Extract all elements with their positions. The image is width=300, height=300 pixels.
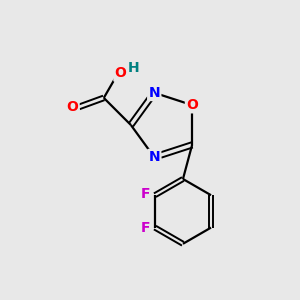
- Text: F: F: [141, 187, 150, 201]
- Text: N: N: [148, 150, 160, 164]
- Text: H: H: [128, 61, 139, 75]
- Text: O: O: [67, 100, 78, 114]
- Text: F: F: [141, 221, 150, 235]
- Text: N: N: [148, 86, 160, 100]
- Text: O: O: [186, 98, 198, 112]
- Text: O: O: [115, 67, 127, 80]
